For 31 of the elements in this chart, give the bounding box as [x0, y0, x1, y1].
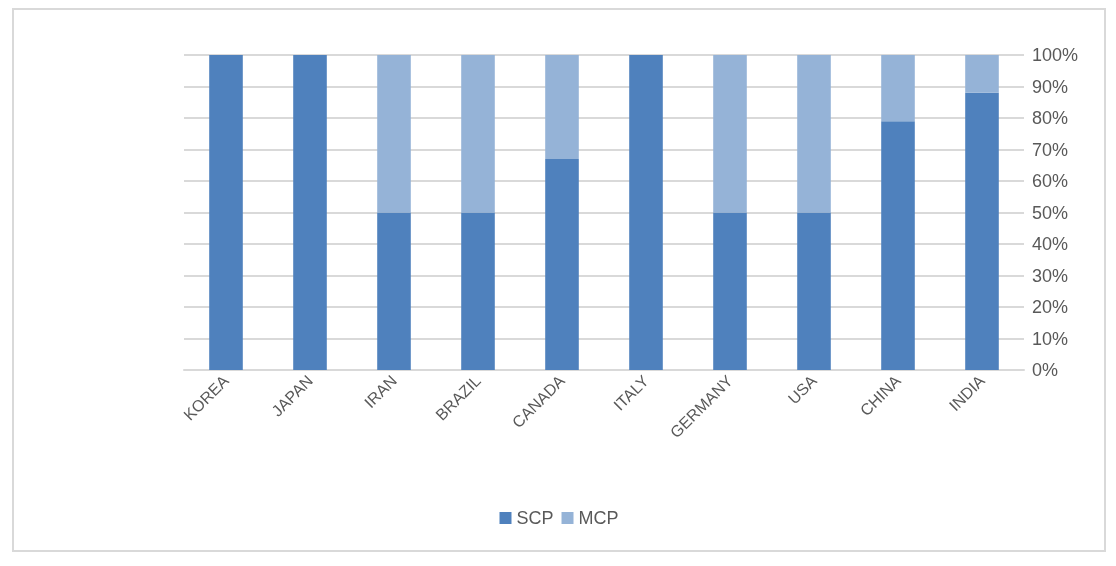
legend-label: SCP [516, 508, 554, 528]
bar [713, 212, 747, 370]
y-tick-label: 100% [1032, 45, 1079, 65]
y-tick-label: 50% [1032, 202, 1069, 223]
legend-label: MCP [578, 508, 619, 528]
bar [881, 121, 915, 370]
y-tick-label: 80% [1032, 108, 1069, 128]
bar [629, 55, 663, 370]
bar [545, 55, 579, 159]
y-tick-label: 10% [1032, 328, 1069, 349]
bar [965, 55, 999, 93]
y-tick-label: 40% [1032, 234, 1069, 254]
bar [797, 212, 831, 370]
bar [209, 55, 243, 370]
bar [377, 55, 411, 213]
y-tick-label: 60% [1032, 171, 1069, 191]
y-tick-label: 20% [1032, 297, 1069, 317]
bar [797, 55, 831, 213]
y-tick-label: 0% [1032, 360, 1059, 380]
bar [461, 212, 495, 370]
bar [713, 55, 747, 213]
x-tick-label: USA [784, 371, 821, 408]
bar [461, 55, 495, 213]
bar [965, 92, 999, 370]
y-tick-label: 30% [1032, 265, 1069, 286]
bar [545, 158, 579, 370]
bar [881, 55, 915, 122]
y-tick-label: 90% [1032, 76, 1069, 97]
bar [293, 55, 327, 370]
y-tick-label: 70% [1032, 139, 1069, 160]
bar [377, 212, 411, 370]
